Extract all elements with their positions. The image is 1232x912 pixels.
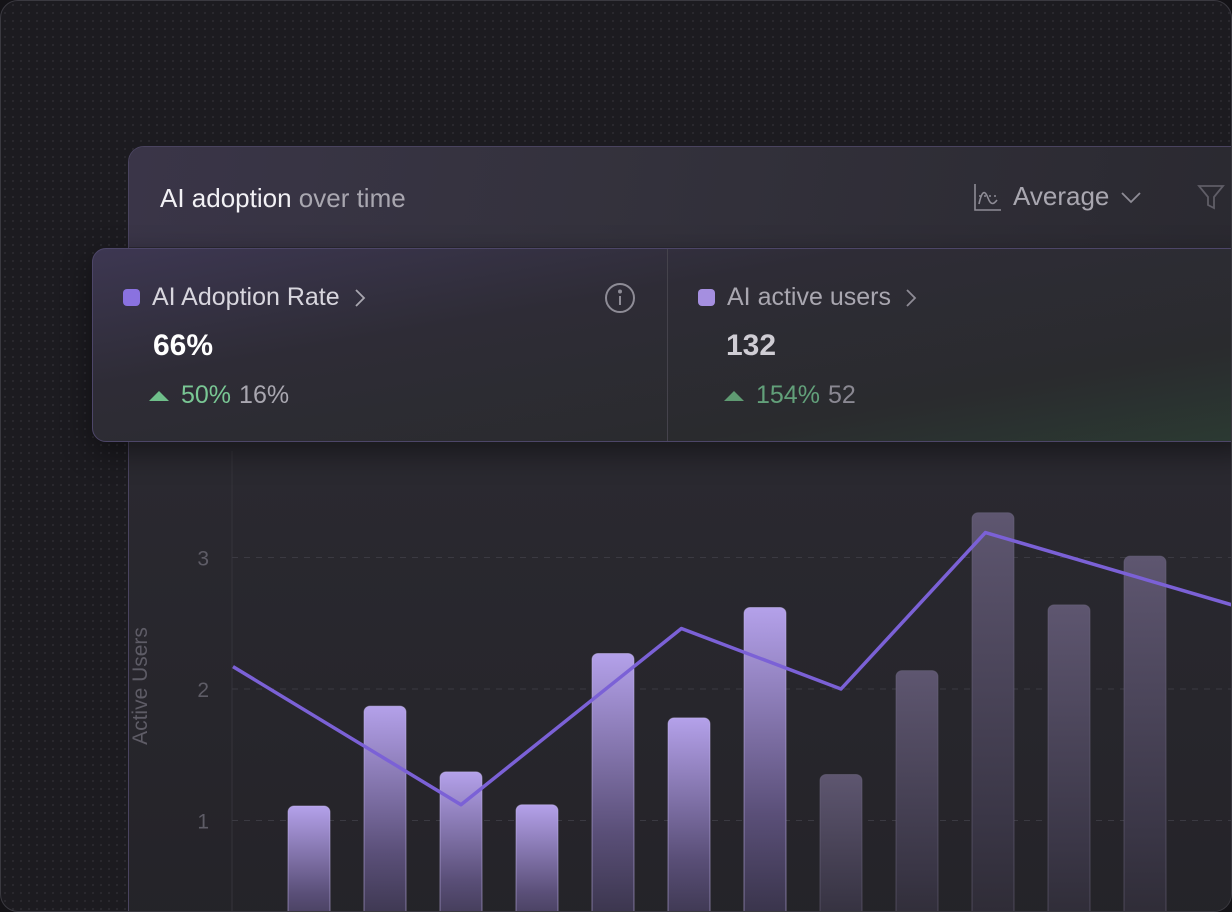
trend-up-icon bbox=[724, 390, 744, 401]
chevron-right-icon bbox=[355, 288, 365, 307]
metrics-panel: AI Adoption Rate 66% 50% 16% AI active u… bbox=[92, 248, 1231, 442]
trend-up-icon bbox=[149, 390, 169, 401]
metric-delta: 154% 52 bbox=[724, 381, 856, 410]
y-tick-label: 2 bbox=[197, 679, 209, 702]
bar bbox=[971, 512, 1015, 911]
bar bbox=[1123, 555, 1167, 911]
series-color-swatch bbox=[123, 289, 140, 306]
chevron-down-icon bbox=[1121, 191, 1142, 203]
filter-icon[interactable] bbox=[1197, 183, 1225, 211]
info-icon[interactable] bbox=[603, 281, 637, 315]
bar bbox=[591, 652, 635, 911]
metric-label: AI active users bbox=[727, 283, 891, 311]
metric-delta: 50% 16% bbox=[149, 381, 289, 410]
delta-percent: 154% bbox=[756, 381, 820, 409]
y-axis-label: Active Users bbox=[129, 627, 152, 745]
card-header: AI adoption over time Average bbox=[129, 147, 1231, 247]
metric-label-row: AI Adoption Rate bbox=[123, 283, 368, 312]
series-color-swatch bbox=[698, 289, 715, 306]
bar bbox=[439, 771, 483, 911]
bar bbox=[515, 804, 559, 911]
title-muted: over time bbox=[291, 183, 406, 213]
bar bbox=[1047, 604, 1091, 911]
metric-value: 132 bbox=[726, 329, 777, 362]
metric-ai-adoption-rate[interactable]: AI Adoption Rate 66% 50% 16% bbox=[93, 249, 667, 441]
y-tick-label: 1 bbox=[197, 811, 209, 834]
aggregation-dropdown[interactable]: Average bbox=[973, 181, 1143, 212]
chevron-right-icon bbox=[906, 288, 917, 307]
y-tick-label: 3 bbox=[197, 548, 209, 571]
metric-label: AI Adoption Rate bbox=[152, 283, 340, 311]
title-strong: AI adoption bbox=[160, 183, 292, 213]
bar bbox=[667, 717, 711, 911]
delta-percent: 50% bbox=[181, 381, 232, 409]
bar bbox=[895, 670, 939, 911]
metric-label-row: AI active users bbox=[698, 283, 919, 312]
previous-value: 52 bbox=[827, 381, 856, 409]
metric-value: 66% bbox=[153, 329, 214, 362]
bar bbox=[287, 805, 331, 911]
bar bbox=[819, 773, 863, 911]
bar bbox=[363, 705, 407, 911]
metric-ai-active-users[interactable]: AI active users 132 154% 52 bbox=[667, 249, 1231, 441]
chart-curve-icon bbox=[974, 183, 1001, 211]
bar bbox=[743, 606, 787, 911]
previous-value: 16% bbox=[239, 381, 290, 409]
adoption-rate-line bbox=[232, 530, 1231, 807]
aggregation-label: Average bbox=[1013, 181, 1110, 211]
chart-title: AI adoption over time bbox=[160, 183, 406, 214]
